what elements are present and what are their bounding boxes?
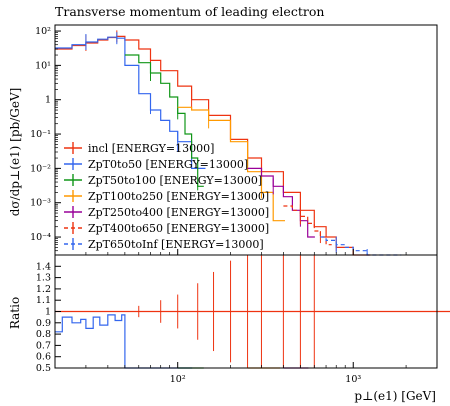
main-y-tick-label: 10⁻⁴ <box>30 232 51 243</box>
main-series-line <box>320 236 402 256</box>
legend-label: ZpT50to100 [ENERGY=13000] <box>88 174 262 187</box>
ratio-x-ticks: 10² 10³ <box>54 362 438 385</box>
ratio-series-line <box>55 314 193 369</box>
ratio-y-tick-label: 0.9 <box>36 318 51 329</box>
chart-title: Transverse momentum of leading electron <box>55 4 324 19</box>
ratio-y-tick-label: 0.6 <box>36 352 51 363</box>
x-tick-label: 10³ <box>345 374 361 385</box>
ratio-y-tick-label: 1.1 <box>36 295 51 306</box>
main-y-tick-label: 10² <box>35 26 51 37</box>
ratio-y-tick-label: 1 <box>45 307 51 318</box>
legend-label: ZpT650toInf [ENERGY=13000] <box>88 238 264 251</box>
main-plot-panel: 10² 10¹ 1 10⁻¹ 10⁻² 10⁻³ 10⁻⁴ <box>30 24 438 256</box>
ratio-y-tick-label: 0.5 <box>36 363 51 374</box>
legend-label: ZpT0to50 [ENERGY=13000] <box>88 158 248 171</box>
main-series-line <box>55 36 206 169</box>
ratio-y-tick-label: 1.4 <box>36 261 51 272</box>
main-y-ticks: 10² 10¹ 1 10⁻¹ 10⁻² 10⁻³ 10⁻⁴ <box>30 26 61 256</box>
main-series-line <box>177 106 285 222</box>
legend-label: ZpT100to250 [ENERGY=13000] <box>88 190 269 203</box>
main-series-line <box>283 205 332 246</box>
legend: incl [ENERGY=13000] ZpT0to50 [ENERGY=1300… <box>64 142 269 251</box>
legend-label: ZpT250to400 [ENERGY=13000] <box>88 206 269 219</box>
ratio-y-tick-label: 0.7 <box>36 340 51 351</box>
legend-label: incl [ENERGY=13000] <box>88 142 214 155</box>
ratio-y-tick-label: 0.8 <box>36 329 51 340</box>
ratio-y-axis-label: Ratio <box>8 297 22 329</box>
main-y-axis-label: dσ/dp⊥(e1) [pb/GeV] <box>8 88 22 217</box>
main-series-line <box>124 54 204 187</box>
main-y-tick-label: 10⁻³ <box>30 198 51 209</box>
main-y-tick-label: 10¹ <box>35 60 51 71</box>
main-y-tick-label: 10⁻¹ <box>30 129 51 140</box>
main-y-tick-label: 10⁻² <box>30 163 51 174</box>
main-y-tick-label: 1 <box>45 95 51 106</box>
main-series-group <box>55 30 402 256</box>
x-axis-label: p⊥(e1) [GeV] <box>354 389 436 403</box>
ratio-y-ticks: 0.50.60.70.80.911.11.21.31.4 <box>36 261 61 374</box>
main-series-line <box>247 167 315 238</box>
ratio-y-tick-label: 1.3 <box>36 273 51 284</box>
legend-label: ZpT400to650 [ENERGY=13000] <box>88 222 269 235</box>
ratio-y-tick-label: 1.2 <box>36 284 51 295</box>
ratio-plot-panel: 0.50.60.70.80.911.11.21.31.4 10² 10³ <box>36 254 450 385</box>
x-tick-label: 10² <box>170 374 186 385</box>
ratio-series-group <box>55 255 450 369</box>
